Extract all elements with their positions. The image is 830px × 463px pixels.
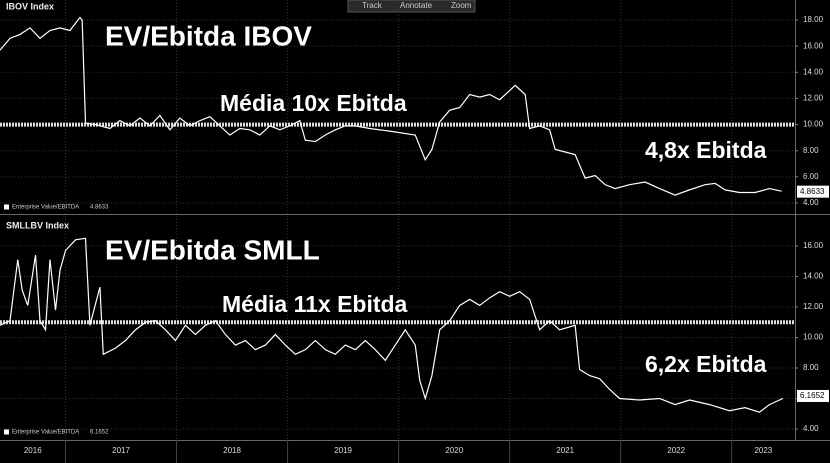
chart-title: EV/Ebitda SMLL [105,234,320,265]
x-tick-label: 2018 [223,446,241,455]
y-tick-label: 4.00 [803,198,819,207]
legend-value: 6.1652 [90,430,109,436]
legend-swatch [4,204,9,210]
y-tick-label: 6.00 [803,172,819,181]
last-value-label: 6.1652 [800,391,825,400]
last-value-box [797,185,829,198]
y-tick-label: 4.00 [803,424,819,433]
track-button[interactable]: Track [362,1,383,10]
legend-value: 4.8633 [90,205,109,211]
y-tick-label: 12.00 [803,94,824,103]
y-tick-label: 16.00 [803,241,824,250]
y-tick-label: 14.00 [803,67,824,76]
last-value-box [797,389,829,402]
index-label: IBOV Index [6,1,54,11]
x-tick-label: 2019 [334,446,352,455]
y-tick-label: 8.00 [803,363,819,372]
x-tick-label: 2020 [445,446,463,455]
annotation: 6,2x Ebitda [645,351,767,377]
y-tick-label: 10.00 [803,120,824,129]
zoom-button[interactable]: Zoom [451,1,472,10]
y-tick-label: 8.00 [803,146,819,155]
x-tick-label: 2023 [754,446,772,455]
chart-title: EV/Ebitda IBOV [105,20,312,51]
y-tick-label: 14.00 [803,272,824,281]
x-tick-label: 2022 [667,446,685,455]
annotate-button[interactable]: Annotate [400,1,433,10]
last-value-label: 4.8633 [800,187,825,196]
y-tick-label: 12.00 [803,302,824,311]
x-tick-label: 2016 [24,446,42,455]
x-tick-label: 2017 [112,446,130,455]
y-tick-label: 16.00 [803,41,824,50]
legend-label: Enterprise Value/EBITDA [12,430,79,436]
annotation: Média 10x Ebitda [220,90,407,116]
annotation: Média 11x Ebitda [222,291,408,317]
y-tick-label: 10.00 [803,333,824,342]
y-tick-label: 18.00 [803,15,824,24]
legend-swatch [4,429,9,435]
data-line [0,16,782,196]
index-label: SMLLBV Index [6,220,69,230]
data-line [0,237,784,413]
x-tick-label: 2021 [556,446,574,455]
legend-label: Enterprise Value/EBITDA [12,205,79,211]
toolbar [347,0,476,13]
annotation: 4,8x Ebitda [645,137,767,163]
